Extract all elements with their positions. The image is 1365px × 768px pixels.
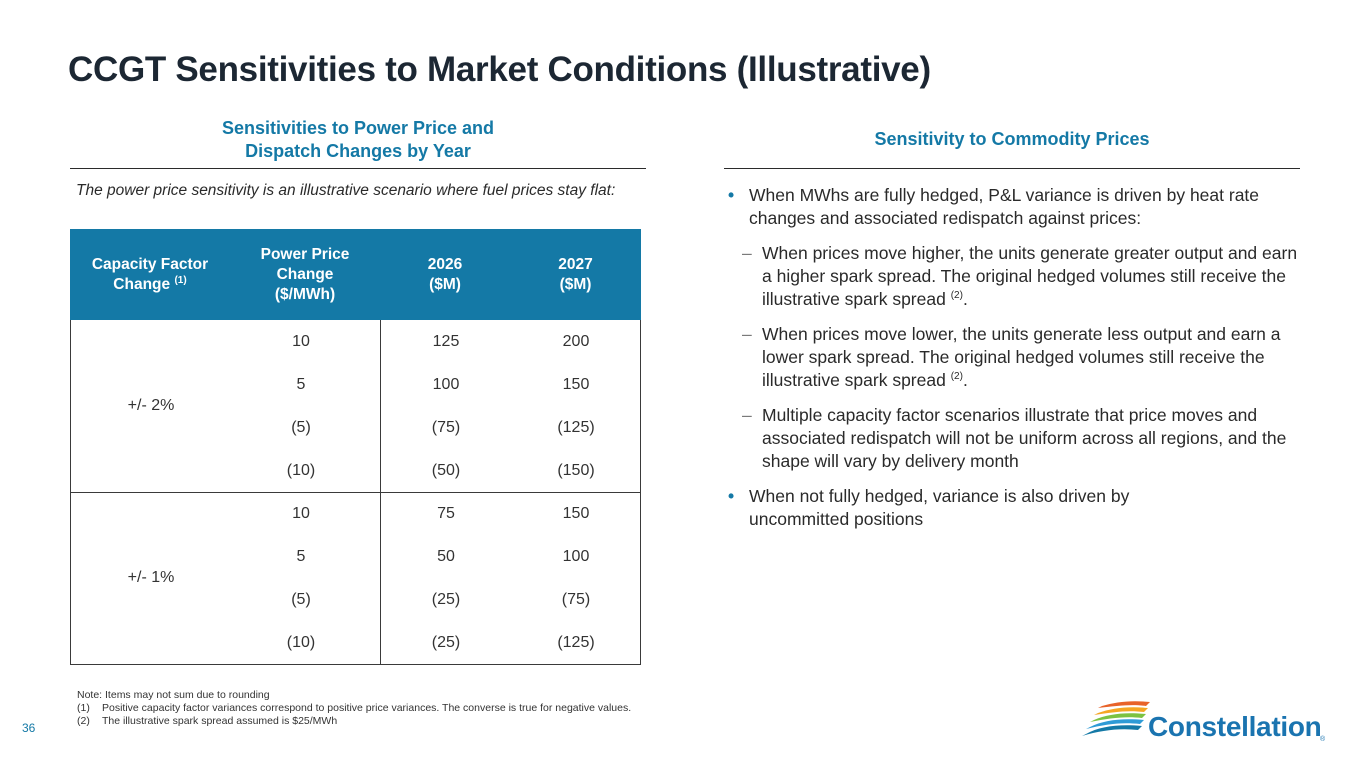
sub-bullet-item: – When prices move higher, the units gen… (742, 243, 1298, 309)
left-divider (70, 168, 646, 169)
footnote-2: (2) The illustrative spark spread assume… (77, 715, 338, 727)
header-power-price: Power Price Change ($/MWh) (260, 245, 350, 303)
right-divider (724, 168, 1300, 169)
bullet-dot-icon: • (728, 486, 735, 506)
table-row: 10 75 150 (292, 505, 590, 522)
left-section-heading: Sensitivities to Power Price and Dispatc… (70, 117, 646, 163)
table-group-1pct: +/- 1% 10 75 150 5 50 100 (5) (25) (75) … (70, 492, 641, 665)
table-row: (5) (25) (75) (291, 591, 591, 608)
table-row: 5 50 100 (296, 548, 590, 565)
sub-bullet-item: – When prices move lower, the units gene… (742, 324, 1281, 390)
logo-wordmark: Constellation (1148, 711, 1322, 742)
header-2027: 2027 ($M) (558, 255, 593, 293)
table-row: (10) (50) (150) (286, 462, 595, 479)
constellation-logo-icon (1082, 701, 1150, 736)
group-label: +/- 1% (127, 569, 175, 586)
dash-icon: – (742, 243, 752, 263)
table-row: 10 125 200 (292, 333, 590, 350)
page-number: 36 (22, 721, 36, 735)
logo-registered-mark: ® (1320, 736, 1326, 743)
dash-icon: – (742, 324, 752, 344)
bullet-item: • When MWhs are fully hedged, P&L varian… (728, 185, 1260, 228)
dash-icon: – (742, 405, 752, 425)
table-header: Capacity Factor Change (1) Power Price C… (70, 229, 641, 320)
right-section-heading: Sensitivity to Commodity Prices (874, 129, 1150, 149)
header-capacity-factor: Capacity Factor Change (1) (91, 255, 209, 293)
table-group-2pct: +/- 2% 10 125 200 5 100 150 (5) (75) (12… (70, 320, 641, 493)
footnotes: Note: Items may not sum due to rounding … (77, 689, 777, 728)
commodity-bullets: • When MWhs are fully hedged, P&L varian… (726, 184, 1306, 543)
header-2026: 2026 ($M) (427, 255, 463, 293)
left-heading-line1: Sensitivities to Power Price and (221, 118, 495, 138)
footnote-1: (1) Positive capacity factor variances c… (77, 702, 632, 714)
page-title: CCGT Sensitivities to Market Conditions … (68, 50, 931, 89)
left-heading-line2: Dispatch Changes by Year (245, 141, 471, 161)
table-row: (5) (75) (125) (291, 419, 595, 436)
table-row: 5 100 150 (296, 376, 590, 393)
group-label: +/- 2% (127, 397, 175, 414)
table-row: (10) (25) (125) (286, 634, 595, 651)
bullet-dot-icon: • (728, 185, 735, 205)
footnote-main: Note: Items may not sum due to rounding (77, 689, 270, 701)
table-intro: The power price sensitivity is an illust… (76, 182, 616, 199)
sub-bullet-item: – Multiple capacity factor scenarios ill… (742, 405, 1287, 471)
bullet-item: • When not fully hedged, variance is als… (728, 486, 1130, 529)
